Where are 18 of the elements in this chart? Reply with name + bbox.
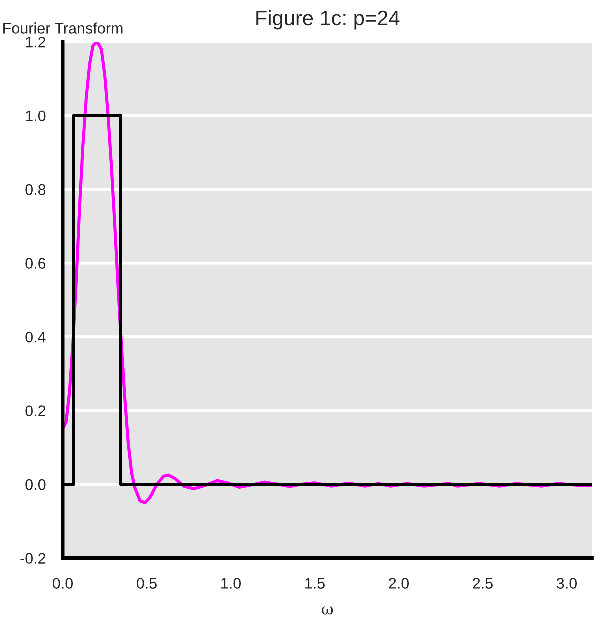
y-tick-label: 0.8 [26, 184, 46, 196]
x-tick-label: 0.5 [136, 578, 157, 589]
y-tick-label: 0.6 [26, 258, 46, 269]
x-tick-label: 3.0 [556, 578, 578, 589]
y-tick-label: -0.2 [20, 553, 46, 564]
chart-title: Figure 1c: p=24 [256, 10, 400, 30]
x-tick-label: 1.5 [306, 578, 325, 589]
x-tick-label: 0.0 [52, 578, 74, 589]
x-tick-label: 2.5 [473, 578, 493, 589]
x-tick-label: 1.0 [222, 578, 242, 589]
y-tick-label: 0.2 [26, 406, 46, 416]
x-axis-title: ω [322, 606, 334, 615]
y-tick-label: 1.2 [26, 36, 46, 48]
y-tick-label: 0.0 [26, 479, 46, 490]
y-tick-label: 0.4 [26, 332, 46, 343]
y-axis-title: Fourier Transform [4, 22, 123, 34]
y-tick-label: 1.0 [26, 110, 46, 122]
x-tick-label: 2.0 [389, 578, 410, 589]
